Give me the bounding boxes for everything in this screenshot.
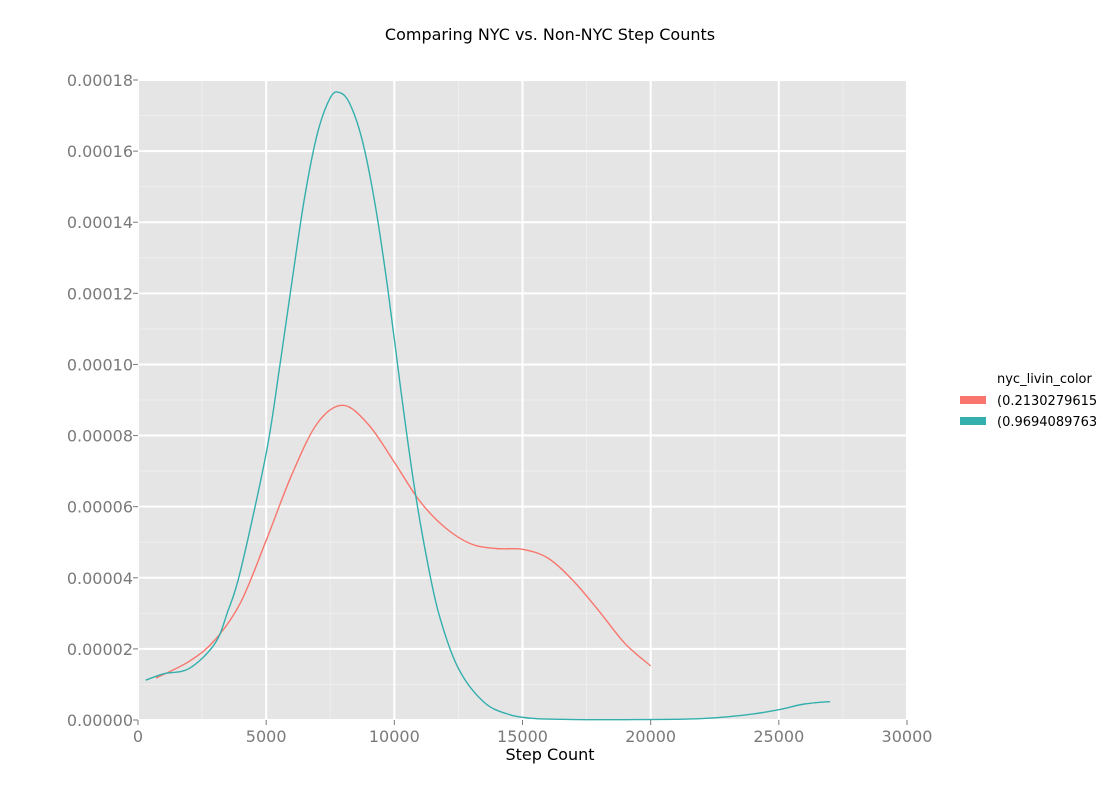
legend-swatch-1: [960, 396, 986, 404]
x-tick-label: 0: [133, 727, 143, 746]
y-tick-label: 0.00002: [67, 640, 133, 659]
series-layer: [145, 91, 831, 721]
x-tick-label: 10000: [369, 727, 420, 746]
x-tick-label: 5000: [246, 727, 287, 746]
x-tick-label: 30000: [882, 727, 933, 746]
legend-swatch-2: [960, 417, 986, 425]
y-tick-label: 0.00014: [67, 213, 133, 232]
x-axis-label: Step Count: [505, 745, 594, 764]
series-line-2: [145, 91, 831, 721]
y-tick-label: 0.00010: [67, 355, 133, 374]
legend-title: nyc_livin_color: [997, 372, 1093, 387]
y-tick-label: 0.00006: [67, 498, 133, 517]
series-line-1: [155, 404, 652, 679]
legend: nyc_livin_color (0.2130279615 (0.96940897…: [960, 372, 1097, 430]
y-tick-label: 0.00016: [67, 142, 133, 161]
y-tick-label: 0.00018: [67, 71, 133, 90]
y-tick-label: 0.00000: [67, 711, 133, 730]
y-tick-label: 0.00012: [67, 284, 133, 303]
legend-label-2: (0.9694089763: [997, 415, 1097, 430]
y-tick-labels: 0.00000 0.00002 0.00004 0.00006 0.00008 0.000…: [67, 71, 133, 730]
x-tick-label: 25000: [753, 727, 804, 746]
y-tick-label: 0.00004: [67, 569, 133, 588]
x-tick-labels: 0 5000 10000 15000 20000 25000 30000: [133, 727, 933, 746]
axis-ticks: [133, 79, 908, 725]
chart-title: Comparing NYC vs. Non-NYC Step Counts: [385, 25, 715, 44]
x-tick-label: 15000: [497, 727, 548, 746]
legend-label-1: (0.2130279615: [997, 394, 1097, 409]
y-tick-label: 0.00008: [67, 427, 133, 446]
grid-major: [137, 79, 908, 721]
x-tick-label: 20000: [625, 727, 676, 746]
